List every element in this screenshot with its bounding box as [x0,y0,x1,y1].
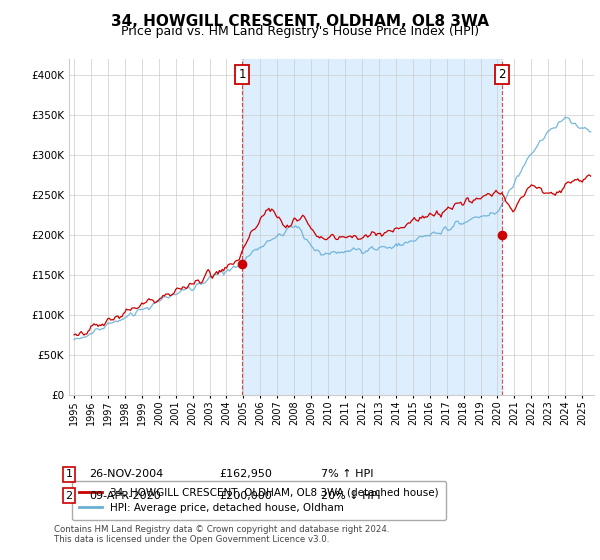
Text: 2: 2 [498,68,506,81]
Bar [242,59,502,395]
Text: 2: 2 [65,491,73,501]
Legend: 34, HOWGILL CRESCENT, OLDHAM, OL8 3WA (detached house), HPI: Average price, deta: 34, HOWGILL CRESCENT, OLDHAM, OL8 3WA (d… [71,480,446,520]
Text: 26-NOV-2004: 26-NOV-2004 [89,469,163,479]
Text: 1: 1 [65,469,73,479]
Text: 20% ↓ HPI: 20% ↓ HPI [321,491,380,501]
Text: 1: 1 [238,68,246,81]
Text: £162,950: £162,950 [219,469,272,479]
Text: Contains HM Land Registry data © Crown copyright and database right 2024.
This d: Contains HM Land Registry data © Crown c… [54,525,389,544]
Text: Price paid vs. HM Land Registry's House Price Index (HPI): Price paid vs. HM Land Registry's House … [121,25,479,38]
Text: 7% ↑ HPI: 7% ↑ HPI [321,469,373,479]
Text: 34, HOWGILL CRESCENT, OLDHAM, OL8 3WA: 34, HOWGILL CRESCENT, OLDHAM, OL8 3WA [111,14,489,29]
Text: £200,000: £200,000 [219,491,272,501]
Text: 09-APR-2020: 09-APR-2020 [89,491,161,501]
